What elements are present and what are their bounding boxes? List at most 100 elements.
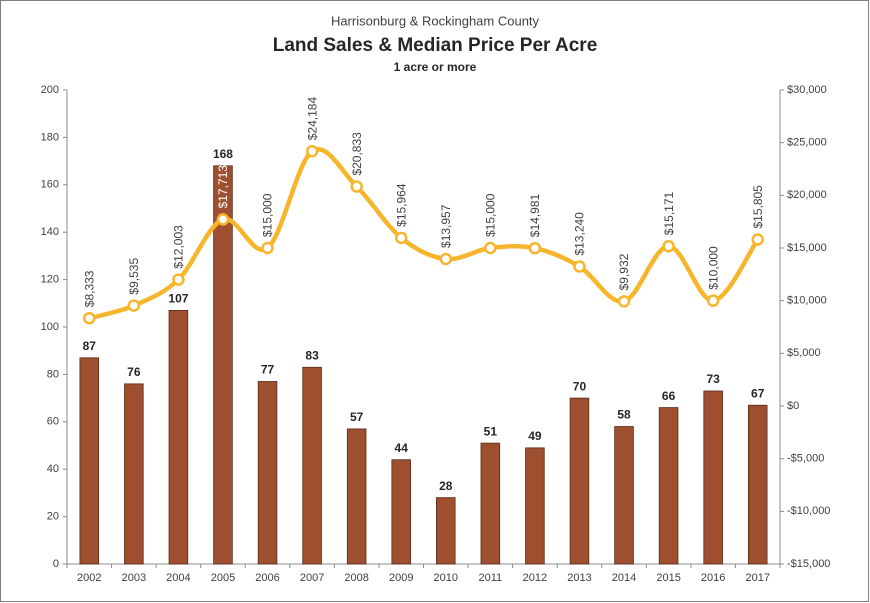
price-value-label: $15,964 xyxy=(394,183,408,227)
y-tick-label: 80 xyxy=(47,368,59,380)
price-marker xyxy=(172,273,185,286)
price-value-label: $15,805 xyxy=(751,185,765,229)
y2-tick-label: -$5,000 xyxy=(787,453,824,465)
x-tick-label: 2012 xyxy=(523,572,547,584)
bar-value-label: 77 xyxy=(261,363,275,377)
x-tick-label: 2008 xyxy=(344,572,368,584)
bar xyxy=(302,366,322,565)
price-marker xyxy=(127,299,141,312)
bar xyxy=(703,390,723,565)
bar-value-label: 49 xyxy=(528,429,542,443)
bar-value-label: 57 xyxy=(350,410,364,424)
y2-tick-label: -$10,000 xyxy=(787,505,830,517)
price-marker xyxy=(706,294,720,307)
y2-tick-label: -$15,000 xyxy=(787,558,830,570)
bar-value-label: 73 xyxy=(706,372,720,386)
price-marker xyxy=(350,180,363,193)
price-value-label: $8,333 xyxy=(82,270,96,307)
price-marker xyxy=(83,311,96,325)
price-marker xyxy=(439,252,453,266)
price-marker xyxy=(751,233,764,246)
y2-tick-label: $0 xyxy=(787,400,799,412)
bar-value-label: 76 xyxy=(127,365,141,379)
price-value-label: $14,981 xyxy=(528,193,542,237)
bar-value-label: 44 xyxy=(395,441,409,455)
bar xyxy=(436,497,456,565)
x-tick-label: 2014 xyxy=(612,572,636,584)
y-tick-label: 100 xyxy=(41,321,59,333)
bar-value-label: 70 xyxy=(573,379,587,393)
price-value-label: $13,957 xyxy=(439,204,453,248)
x-tick-label: 2006 xyxy=(255,572,279,584)
bar-value-label: 67 xyxy=(751,386,765,400)
x-tick-label: 2004 xyxy=(166,572,190,584)
price-marker xyxy=(662,239,675,253)
y-tick-label: 120 xyxy=(41,274,59,286)
bar-value-label: 107 xyxy=(168,292,188,306)
y2-tick-label: $10,000 xyxy=(787,295,827,307)
chart-title: Land Sales & Median Price Per Acre xyxy=(273,35,598,56)
price-marker xyxy=(261,241,274,255)
x-tick-label: 2016 xyxy=(701,572,725,584)
price-value-label: $15,171 xyxy=(662,191,676,235)
y2-tick-label: $25,000 xyxy=(787,137,827,149)
bar xyxy=(480,442,501,565)
price-marker xyxy=(573,260,586,273)
bar xyxy=(213,165,233,565)
x-tick-label: 2002 xyxy=(77,572,101,584)
chart-supertitle: Harrisonburg & Rockingham County xyxy=(331,13,540,28)
y-tick-label: 180 xyxy=(41,131,59,143)
x-tick-label: 2009 xyxy=(389,572,413,584)
x-tick-label: 2007 xyxy=(300,572,324,584)
x-tick-label: 2003 xyxy=(122,572,146,584)
y2-tick-label: $5,000 xyxy=(787,347,821,359)
price-value-label: $9,932 xyxy=(617,253,631,290)
chart-subtitle: 1 acre or more xyxy=(394,60,477,74)
price-marker xyxy=(528,241,542,255)
x-tick-label: 2013 xyxy=(567,572,591,584)
bar xyxy=(614,426,634,565)
x-tick-label: 2010 xyxy=(434,572,458,584)
bar xyxy=(346,428,367,565)
price-line xyxy=(88,147,760,321)
price-marker xyxy=(305,145,319,158)
bar xyxy=(79,357,100,565)
price-value-label: $13,240 xyxy=(573,212,587,256)
bar xyxy=(391,459,411,565)
y2-tick-label: $30,000 xyxy=(787,84,827,96)
price-value-label: $15,000 xyxy=(484,193,498,237)
price-marker xyxy=(484,241,497,255)
bar xyxy=(569,397,590,565)
bar xyxy=(124,383,144,565)
x-tick-label: 2015 xyxy=(656,572,680,584)
bar-value-label: 87 xyxy=(83,339,97,353)
price-marker xyxy=(394,231,408,245)
y-tick-label: 60 xyxy=(47,416,59,428)
price-value-label: $17,713 xyxy=(216,165,230,209)
y-tick-label: 140 xyxy=(41,226,59,238)
bar-value-label: 168 xyxy=(213,147,233,161)
y-tick-label: 0 xyxy=(53,558,59,570)
price-value-label: $9,535 xyxy=(127,258,141,295)
x-tick-label: 2011 xyxy=(479,572,503,584)
y-tick-label: 40 xyxy=(47,463,59,475)
bar-value-label: 51 xyxy=(484,424,498,438)
price-value-label: $15,000 xyxy=(261,193,275,237)
y2-tick-label: $20,000 xyxy=(787,189,827,201)
price-value-label: $20,833 xyxy=(350,132,364,176)
x-tick-label: 2017 xyxy=(745,572,769,584)
bar xyxy=(168,310,189,565)
bar xyxy=(525,447,545,565)
price-marker xyxy=(216,213,230,226)
bar-value-label: 66 xyxy=(662,389,676,403)
bar xyxy=(257,381,278,565)
x-tick-label: 2005 xyxy=(211,572,235,584)
y-tick-label: 200 xyxy=(41,84,59,96)
bar xyxy=(747,404,768,565)
y2-tick-label: $15,000 xyxy=(787,242,827,254)
bar-value-label: 83 xyxy=(305,348,319,362)
y-tick-label: 160 xyxy=(41,179,59,191)
bar-value-label: 28 xyxy=(439,479,453,493)
price-value-label: $24,184 xyxy=(305,97,319,141)
